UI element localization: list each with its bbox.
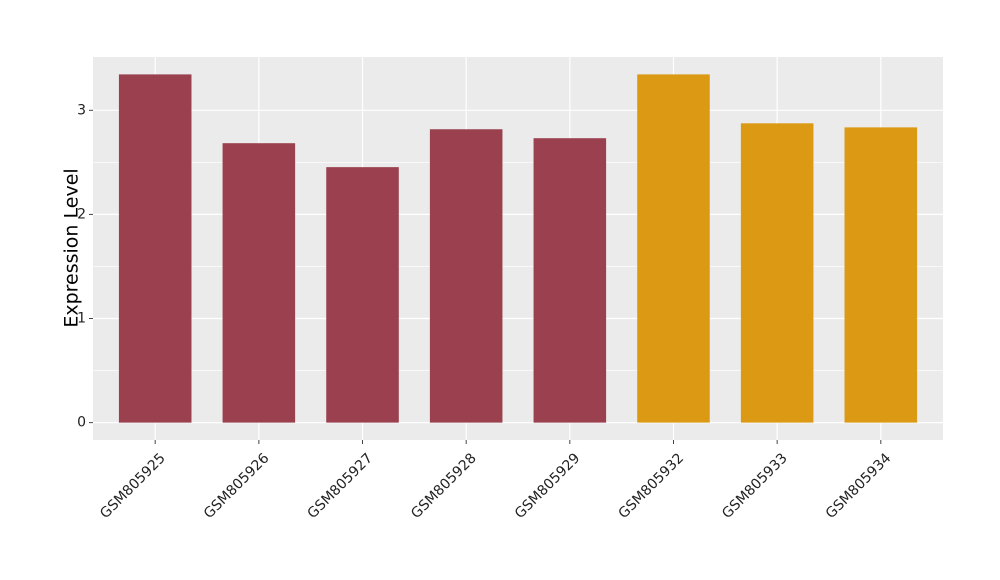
- x-tick-label: GSM805933: [719, 450, 791, 522]
- x-tick-label: GSM805925: [97, 450, 169, 522]
- y-tick-label: 0: [77, 415, 86, 431]
- bar: [533, 138, 607, 423]
- x-tick-label: GSM805928: [408, 450, 480, 522]
- x-tick-label: GSM805929: [512, 450, 584, 522]
- x-tick-label: GSM805934: [823, 450, 895, 522]
- y-tick-label: 2: [77, 206, 86, 222]
- bar: [118, 74, 192, 423]
- bar: [326, 167, 399, 423]
- bar: [637, 74, 710, 423]
- x-tick-label: GSM805932: [615, 450, 687, 522]
- bar: [740, 123, 814, 423]
- y-tick-label: 3: [77, 102, 86, 118]
- bar: [222, 143, 296, 423]
- bar: [844, 127, 918, 423]
- y-tick-label: 1: [77, 311, 86, 327]
- panel: [93, 57, 943, 440]
- x-tick-label: GSM805927: [305, 450, 377, 522]
- y-axis-label: Expression Level: [61, 168, 83, 327]
- x-tick-label: GSM805926: [201, 450, 273, 522]
- bar: [429, 129, 503, 423]
